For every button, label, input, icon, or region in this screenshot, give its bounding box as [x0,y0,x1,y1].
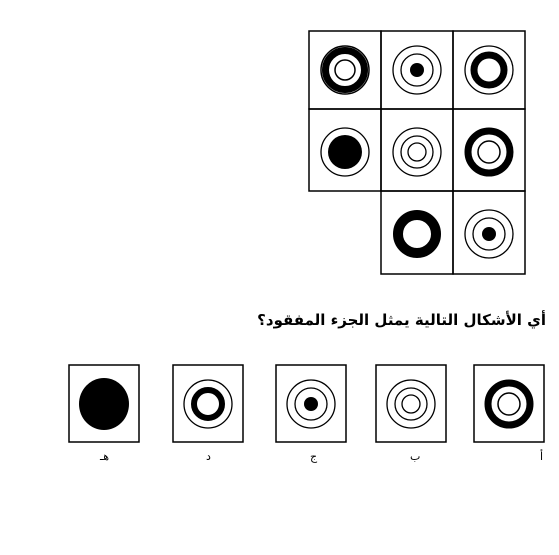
option-alef[interactable] [473,364,545,443]
matrix-cell-r3c3 [464,209,514,259]
matrix-cell-r1c2 [392,45,442,95]
option-label-baa: ب [410,450,421,463]
matrix-cell-r2c2 [392,127,442,177]
option-label-dal: د [206,450,211,463]
matrix-cell-r2c3 [464,127,514,177]
option-label-alef: أ [540,450,544,463]
option-baa[interactable] [375,364,447,443]
matrix-cell-r3c2 [393,210,441,258]
option-label-jeem: ج [310,450,318,463]
option-label-he: هـ [100,450,110,463]
matrix-cell-r2c1 [320,127,370,177]
answer-options [68,364,545,443]
matrix-cell-r1c1 [320,45,370,95]
question-text: أي الأشكال التالية يمثل الجزء المفقود؟ [257,311,546,329]
option-dal[interactable] [172,364,244,443]
pattern-matrix [308,30,526,275]
option-jeem[interactable] [275,364,347,443]
matrix-cell-r1c3 [464,45,514,95]
option-he[interactable] [68,364,140,443]
